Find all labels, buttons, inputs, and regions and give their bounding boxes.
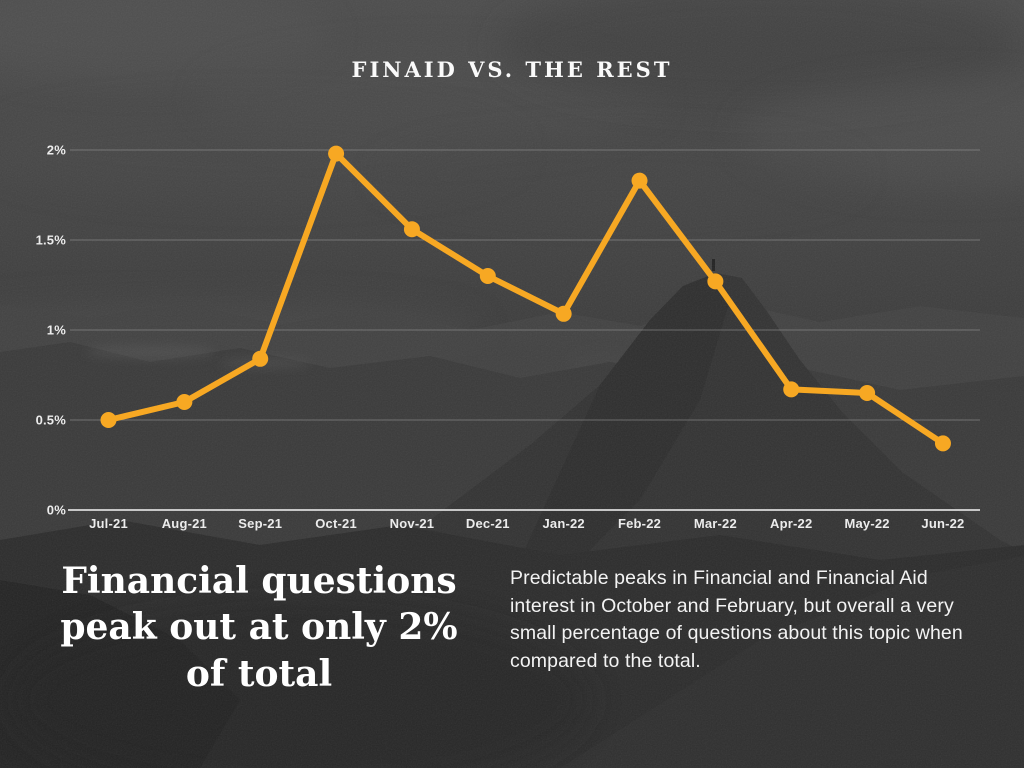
data-point-Mar-22 (707, 273, 724, 290)
data-point-Jan-22 (555, 305, 572, 322)
x-axis-tick-label: Jun-22 (921, 516, 964, 531)
headline: Financial questions peak out at only 2% … (60, 560, 458, 695)
y-axis-tick-label: 1.5% (36, 233, 67, 248)
chart-title: FINAID VS. THE REST (351, 57, 673, 82)
y-axis-tick-label: 0% (47, 503, 66, 518)
data-point-May-22 (859, 385, 876, 401)
data-point-Aug-21 (176, 394, 193, 410)
x-axis-tick-label: Aug-21 (162, 516, 207, 531)
y-axis-tick-label: 0.5% (36, 413, 67, 428)
x-axis-tick-label: Apr-22 (770, 516, 812, 531)
data-point-Nov-21 (403, 221, 420, 238)
data-point-Oct-21 (328, 145, 345, 162)
x-axis-tick-label: Mar-22 (694, 516, 737, 531)
data-point-Feb-22 (631, 172, 648, 189)
x-axis-tick-label: May-22 (844, 516, 889, 531)
body-text: Predictable peaks in Financial and Finan… (510, 567, 963, 673)
data-point-Sep-21 (252, 350, 269, 367)
x-axis-tick-label: Jul-21 (89, 516, 128, 531)
y-axis-tick-label: 2% (47, 143, 66, 158)
data-point-Jun-22 (934, 435, 951, 452)
data-point-Jul-21 (100, 412, 117, 428)
x-axis-tick-label: Nov-21 (390, 516, 435, 531)
x-axis-tick-label: Sep-21 (238, 516, 282, 531)
data-point-Apr-22 (783, 381, 800, 398)
x-axis-tick-label: Jan-22 (542, 516, 584, 531)
finaid-series-line (105, 150, 946, 447)
x-axis-tick-label: Oct-21 (315, 516, 357, 531)
x-axis-tick-label: Dec-21 (466, 516, 510, 531)
x-axis-tick-label: Feb-22 (618, 516, 661, 531)
y-axis-tick-label: 1% (47, 323, 66, 338)
data-point-Dec-21 (479, 268, 496, 284)
